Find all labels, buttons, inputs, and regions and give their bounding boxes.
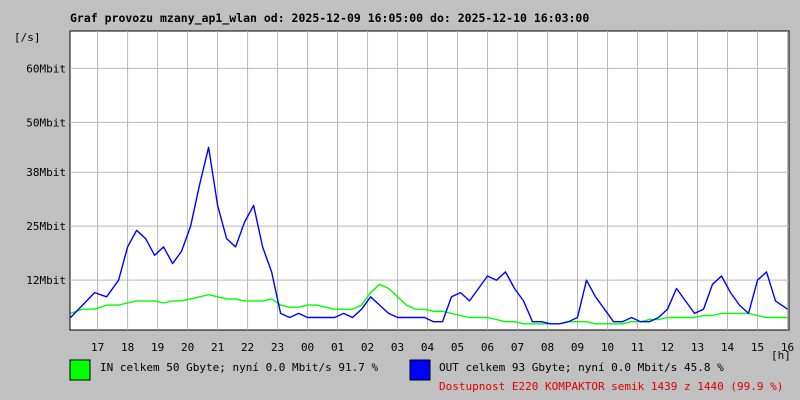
x-tick-label: 15 xyxy=(751,341,764,354)
x-axis-label: [h] xyxy=(771,349,791,362)
x-tick-label: 16 xyxy=(781,341,794,354)
x-tick-label: 18 xyxy=(121,341,134,354)
chart-title: Graf provozu mzany_ap1_wlan od: 2025-12-… xyxy=(70,11,589,26)
y-tick-label: 50Mbit xyxy=(26,116,66,129)
availability-text: Dostupnost E220 KOMPAKTOR semik 1439 z 1… xyxy=(439,380,783,393)
x-tick-label: 12 xyxy=(661,341,674,354)
x-tick-label: 17 xyxy=(91,341,104,354)
y-tick-label: 25Mbit xyxy=(26,220,66,233)
series-layer xyxy=(70,146,788,325)
y-tick-label: 12Mbit xyxy=(26,274,66,287)
y-tick-label: 60Mbit xyxy=(26,62,66,75)
plot-area xyxy=(69,30,790,331)
x-tick-label: 10 xyxy=(601,341,614,354)
series-out-line xyxy=(70,146,788,325)
x-tick-label: 22 xyxy=(241,341,254,354)
x-tick-label: 23 xyxy=(271,341,284,354)
x-tick-label: 20 xyxy=(181,341,194,354)
legend-out-text: OUT celkem 93 Gbyte; nyní 0.0 Mbit/s 45.… xyxy=(439,361,724,374)
series-in-line xyxy=(70,283,788,325)
legend-in-text: IN celkem 50 Gbyte; nyní 0.0 Mbit/s 91.7… xyxy=(100,361,379,374)
x-tick-label: 08 xyxy=(541,341,554,354)
x-tick-label: 07 xyxy=(511,341,524,354)
x-tick-label: 06 xyxy=(481,341,494,354)
x-tick-labels: 17 18 19 20 21 22 23 00 01 02 03 04 05 06 07 08 09 10 11 12… xyxy=(91,341,794,354)
x-tick-label: 13 xyxy=(691,341,704,354)
legend-out-swatch xyxy=(409,359,431,381)
x-tick-label: 01 xyxy=(331,341,344,354)
x-tick-label: 19 xyxy=(151,341,164,354)
y-axis-label: [/s] xyxy=(14,31,41,44)
y-tick-labels: 12Mbit 25Mbit 38Mbit 50Mbit 60Mbit xyxy=(26,62,66,287)
x-tick-label: 03 xyxy=(391,341,404,354)
x-tick-label: 05 xyxy=(451,341,464,354)
x-tick-label: 09 xyxy=(571,341,584,354)
x-tick-label: 02 xyxy=(361,341,374,354)
x-tick-label: 11 xyxy=(631,341,644,354)
legend-in-swatch xyxy=(69,359,91,381)
y-tick-label: 38Mbit xyxy=(26,166,66,179)
x-tick-label: 04 xyxy=(421,341,435,354)
x-tick-label: 21 xyxy=(211,341,224,354)
grid xyxy=(70,31,789,330)
x-tick-label: 14 xyxy=(721,341,735,354)
x-tick-label: 00 xyxy=(301,341,314,354)
